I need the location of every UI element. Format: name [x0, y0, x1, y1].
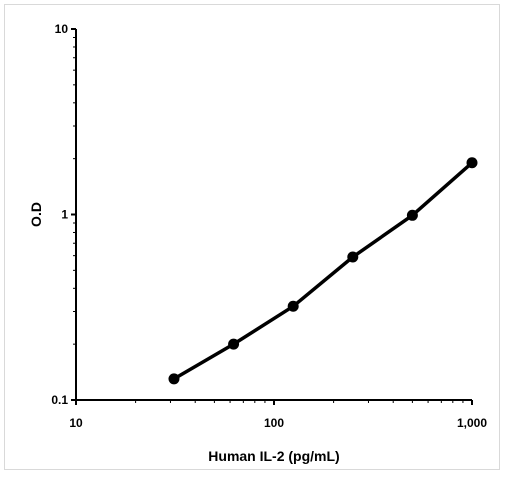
x-tick-label: 1,000	[457, 416, 487, 430]
x-tick-label: 10	[69, 416, 83, 430]
y-axis-title: O.D	[28, 202, 44, 227]
x-ticks: 10 100 1,000	[69, 400, 487, 430]
x-axis-title: Human IL-2 (pg/mL)	[208, 448, 339, 464]
x-tick-label: 100	[264, 416, 284, 430]
data-point	[406, 209, 418, 221]
data-point	[168, 373, 180, 385]
y-tick-label: 1	[61, 208, 68, 222]
data-point	[287, 300, 299, 312]
data-point	[347, 251, 359, 263]
y-tick-label: 10	[55, 22, 69, 36]
series-layer	[168, 157, 478, 385]
series-line	[173, 161, 474, 381]
data-point	[466, 157, 478, 169]
data-point	[228, 338, 240, 350]
y-tick-label: 0.1	[51, 393, 68, 407]
chart-frame	[4, 4, 500, 470]
y-ticks: 0.1 1 10	[51, 22, 76, 407]
